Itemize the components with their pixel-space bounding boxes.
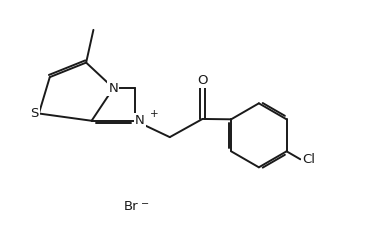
Text: N: N — [135, 114, 145, 127]
Text: Cl: Cl — [302, 153, 315, 166]
Text: O: O — [197, 74, 208, 87]
Text: S: S — [30, 107, 39, 120]
Text: −: − — [141, 199, 149, 209]
Text: +: + — [150, 109, 158, 118]
Text: Br: Br — [124, 200, 139, 213]
Text: N: N — [108, 81, 118, 95]
